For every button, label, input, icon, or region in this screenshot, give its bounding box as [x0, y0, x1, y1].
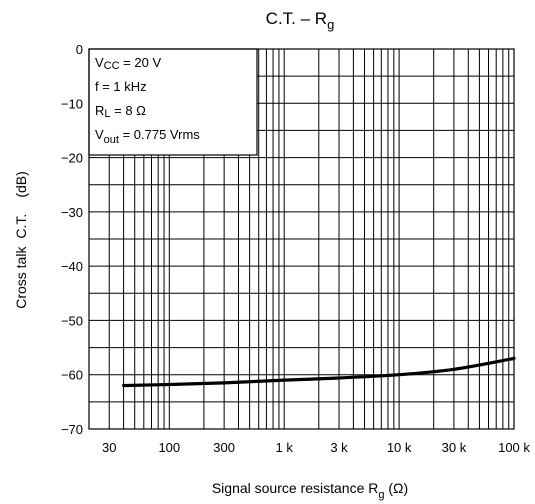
x-tick-label: 30 k — [442, 440, 467, 455]
x-tick-label: 30 — [102, 440, 116, 455]
condition-vcc: VCC = 20 V — [95, 55, 161, 72]
conditions-box-bg — [88, 48, 258, 156]
condition-rl: RL = 8 Ω — [95, 103, 146, 120]
y-tick-label: −40 — [61, 259, 83, 274]
x-axis-label: Signal source resistance Rg (Ω) — [212, 480, 408, 501]
x-tick-label: 1 k — [276, 440, 294, 455]
chart-title: C.T. – Rg — [266, 9, 335, 32]
conditions-box: VCC = 20 V f = 1 kHz RL = 8 Ω Vout = 0.7… — [88, 48, 258, 156]
plot-frame — [88, 48, 515, 430]
series — [121, 356, 516, 388]
y-tick-label: −50 — [61, 313, 83, 328]
y-axis-label: Cross talkC.T.(dB) — [13, 171, 29, 309]
y-tick-label: −20 — [61, 151, 83, 166]
y-tick-label: −10 — [61, 96, 83, 111]
y-tick-label: −60 — [61, 368, 83, 383]
x-tick-label: 300 — [213, 440, 235, 455]
x-tick-label: 100 — [158, 440, 180, 455]
x-tick-label: 100 k — [498, 440, 530, 455]
x-tick-label: 10 k — [387, 440, 412, 455]
y-tick-label: −30 — [61, 205, 83, 220]
y-tick-label: 0 — [76, 42, 83, 57]
condition-vout: Vout = 0.775 Vrms — [95, 127, 200, 146]
y-tick-label: −70 — [61, 422, 83, 437]
tick-labels: 30 100 300 1 k 3 k 10 k 30 k 100 k 0 −10 −20 −30 −40… — [61, 42, 530, 455]
condition-frequency: f = 1 kHz — [95, 79, 147, 94]
series-line — [121, 356, 516, 388]
x-tick-label: 3 k — [330, 440, 348, 455]
